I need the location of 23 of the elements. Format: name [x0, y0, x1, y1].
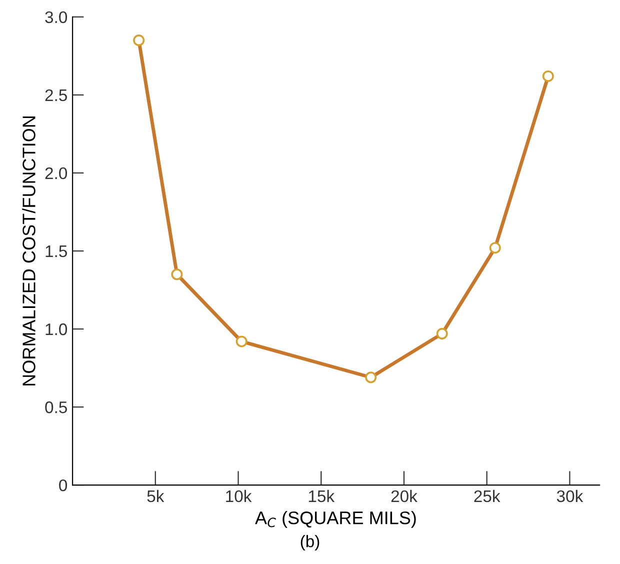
y-tick-label: 0	[59, 479, 68, 492]
point	[133, 34, 145, 46]
x-tick-label: 20k	[391, 490, 418, 502]
y-tick-label: 2.5	[45, 89, 67, 102]
x-tick-label: 5k	[147, 490, 164, 502]
point	[365, 372, 377, 384]
y-axis-title: NORMALIZED COST/FUNCTION	[22, 116, 36, 386]
y-tick-label: 0.5	[45, 401, 67, 414]
x-axis-title: A$_{C}$ (SQUARE MILS)	[255, 510, 416, 528]
x-tick-label: 10k	[226, 490, 252, 502]
y-tick-label: 1.5	[46, 246, 67, 258]
point	[171, 268, 183, 280]
point	[489, 242, 501, 254]
point	[542, 70, 554, 82]
y-tick-label: 3.0	[45, 11, 68, 24]
x-tick-label: 15k	[308, 490, 335, 502]
point	[236, 336, 248, 348]
x-tick-label: 25k	[474, 490, 500, 502]
point	[436, 328, 448, 340]
y-tick-label: 1.0	[46, 323, 68, 336]
text: (b)	[300, 535, 320, 551]
x-tick-label: 30k	[556, 490, 584, 502]
y-tick-label: 2.0	[45, 167, 68, 180]
